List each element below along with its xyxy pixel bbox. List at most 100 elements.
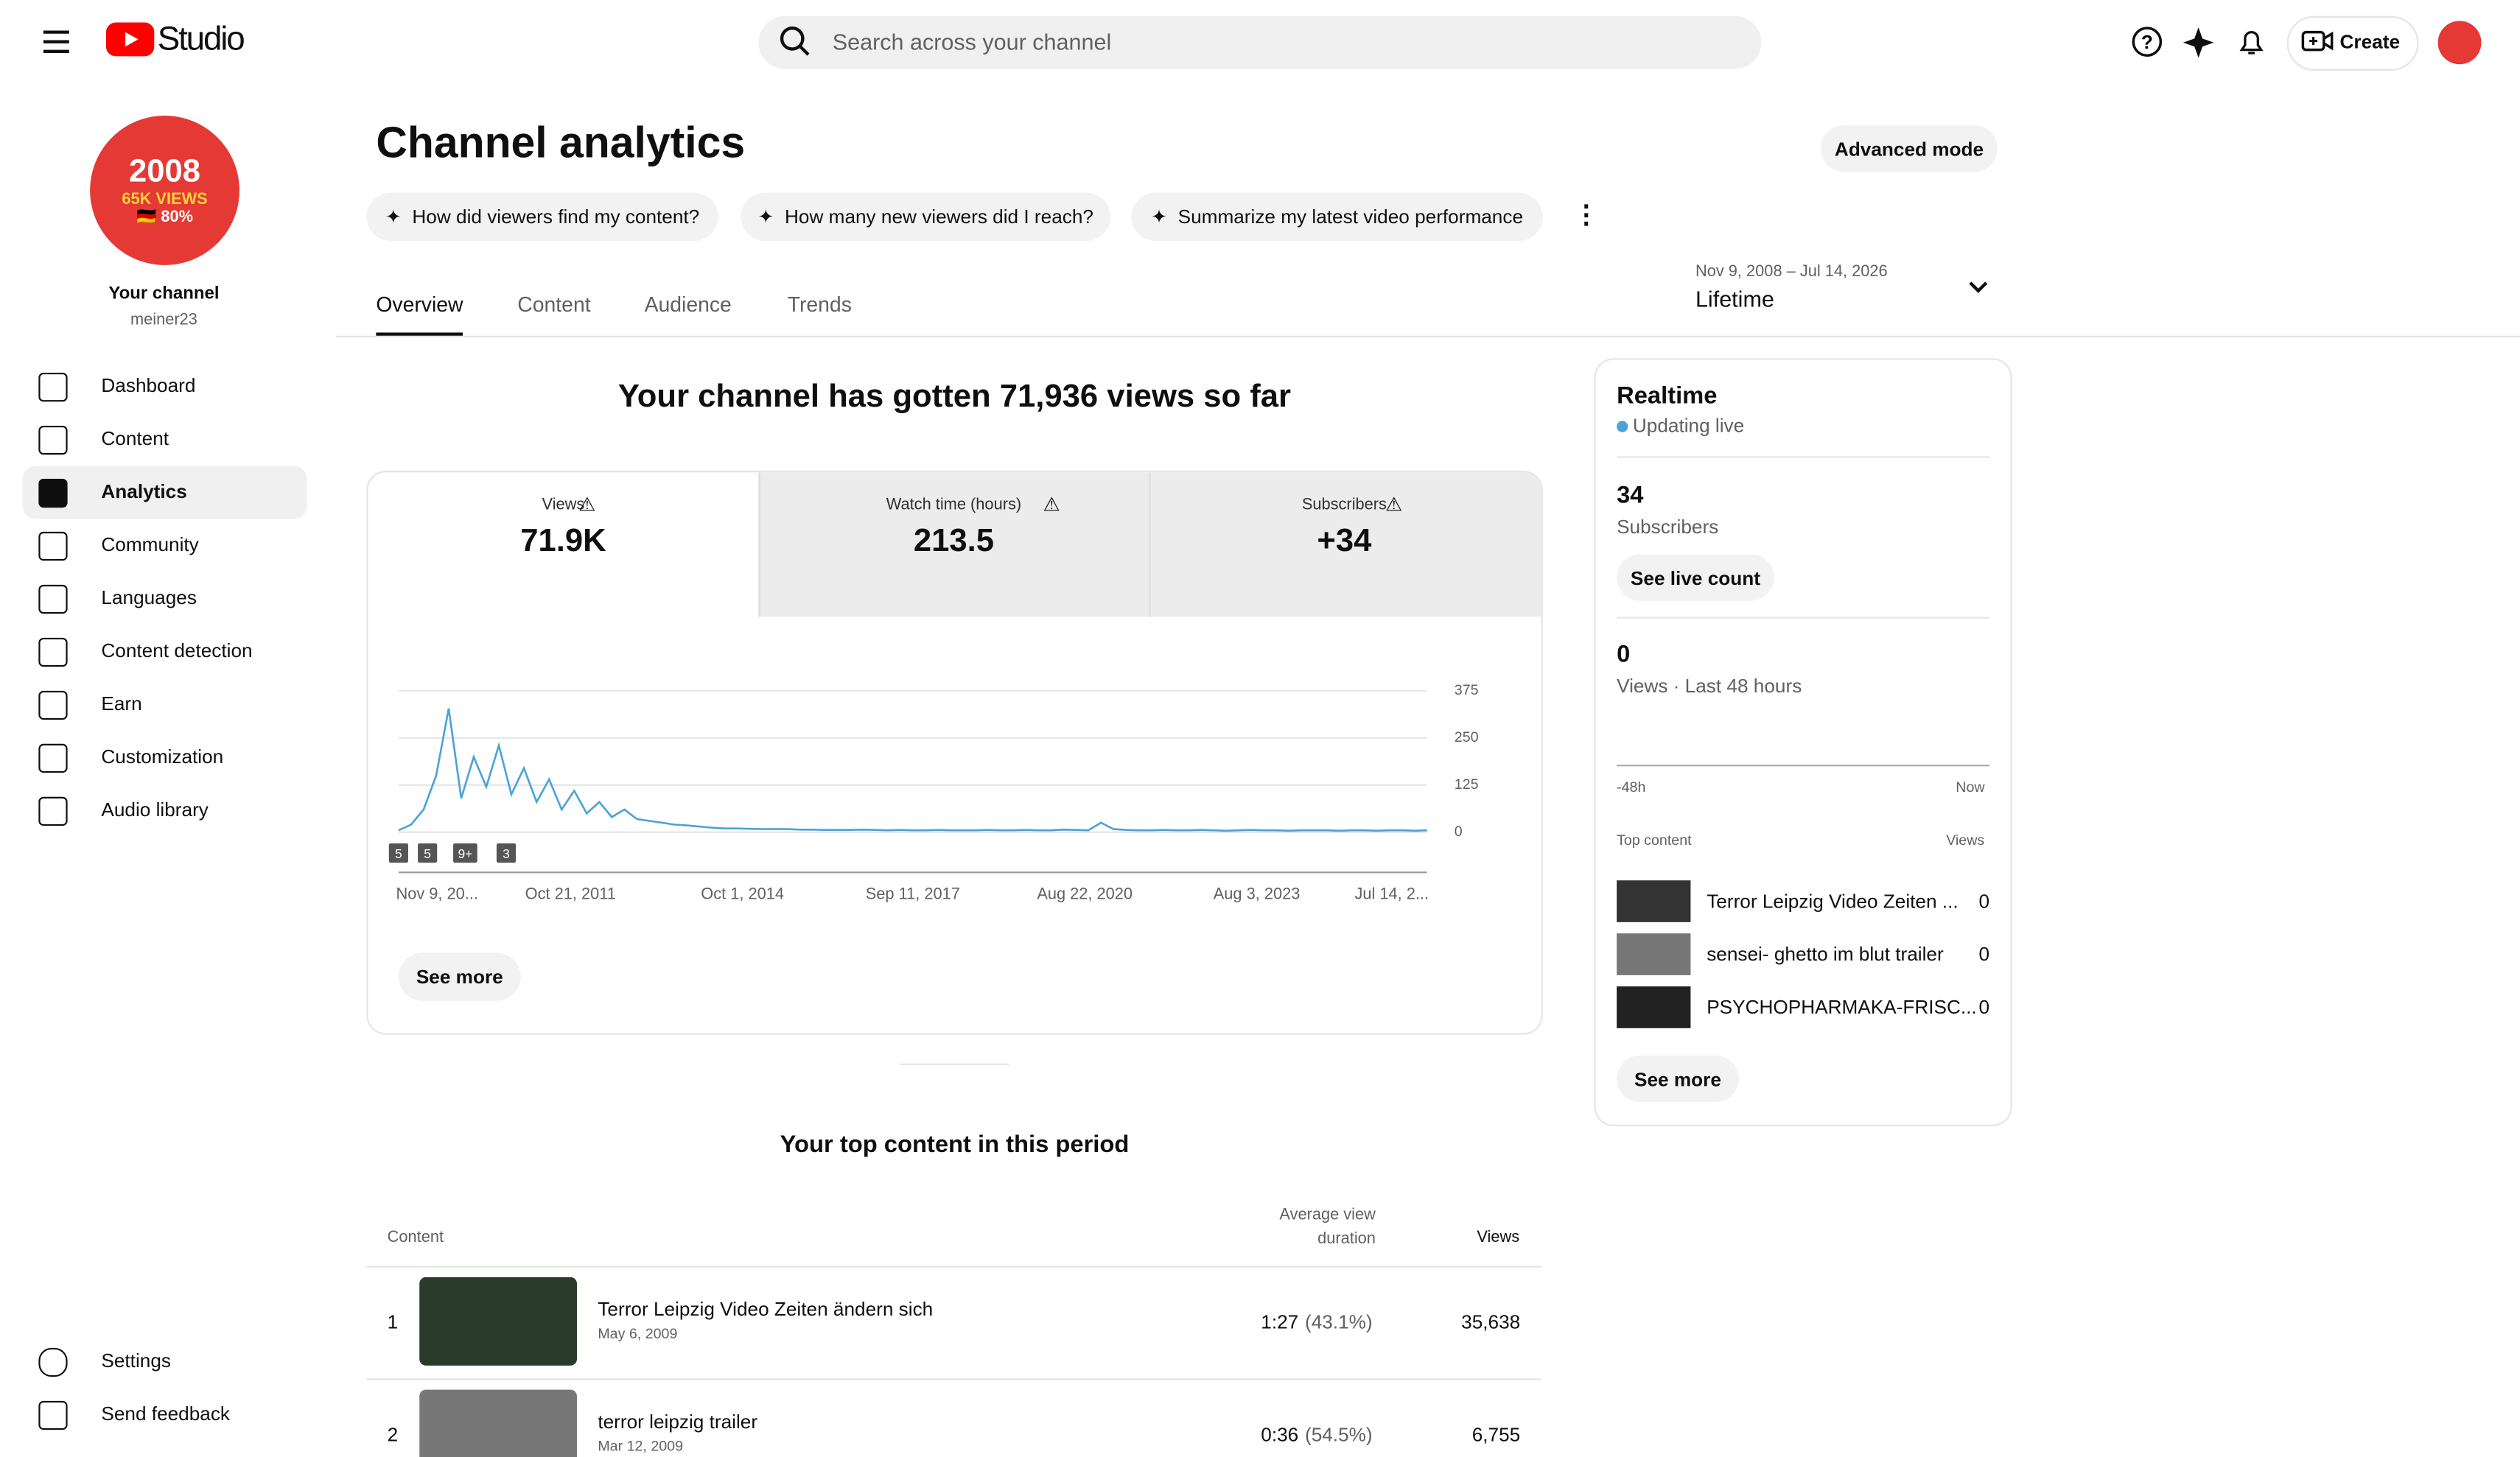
nav-icon[interactable] [38, 690, 68, 720]
headline: Your channel has gotten 71,936 views so … [617, 379, 1292, 415]
row-percent: (54.5%) [1304, 1423, 1373, 1446]
nav-icon[interactable] [38, 372, 68, 402]
nav-item[interactable]: Send feedback [101, 1402, 231, 1425]
thumbnail[interactable] [419, 1277, 577, 1366]
header-icons[interactable]: ? [2131, 26, 2275, 61]
table-header: Average view duration [1279, 1206, 1376, 1249]
metric-warning: ⚠ [1385, 493, 1403, 516]
nav-icon[interactable] [38, 584, 68, 614]
account-avatar[interactable] [2437, 21, 2482, 65]
channel-avatar[interactable]: 2008 65K VIEWS 🇩🇪 80% [90, 116, 239, 265]
nav-icon[interactable] [38, 425, 68, 455]
chart-card: Views ⚠ 71.9K Watch time (hours) ⚠ 213.5 Subsc… [366, 471, 1543, 1035]
nav-icon[interactable] [38, 796, 68, 826]
nav-icon[interactable] [38, 1347, 68, 1377]
more-icon[interactable]: ⋮ [1573, 202, 1600, 230]
annotation-box [388, 843, 408, 863]
row-rank: 1 [387, 1310, 399, 1334]
channel-label: Your channel [108, 284, 220, 304]
advanced-mode-button[interactable]: Advanced mode [1821, 125, 1998, 172]
create-button[interactable] [2286, 15, 2419, 71]
rt-title[interactable]: Terror Leipzig Video Zeiten ... [1707, 890, 1959, 913]
prompt-chip[interactable]: ✦ How many new viewers did I reach? [741, 192, 1111, 242]
date-range[interactable]: Nov 9, 2008 – Jul 14, 2026 [1695, 263, 1888, 281]
rt-views: 0 [1978, 890, 1990, 913]
tab[interactable]: Trends [787, 292, 852, 317]
nav-icon[interactable] [38, 743, 68, 773]
nav-item[interactable]: Dashboard [101, 374, 196, 397]
tab[interactable]: Audience [644, 292, 732, 317]
realtime-status: Updating live [1632, 414, 1745, 438]
views-value: 0 [1617, 641, 1631, 669]
see-more-button[interactable]: See more [398, 952, 521, 1001]
annotation-box [453, 843, 477, 863]
create-icon[interactable] [2301, 29, 2334, 53]
nav-item[interactable]: Analytics [101, 480, 187, 503]
chip-icon: ✦ [757, 206, 785, 228]
annotation-box [496, 843, 517, 863]
metric-label: Views [542, 496, 585, 514]
thumbnail[interactable] [419, 1389, 577, 1457]
prompt-chip[interactable]: ✦ Summarize my latest video performance [1131, 192, 1543, 242]
nav-item[interactable]: Content detection [101, 639, 253, 662]
views-label: Views · Last 48 hours [1617, 675, 1802, 698]
rt-thumbnail[interactable] [1617, 880, 1691, 922]
row-title[interactable]: terror leipzig trailer [598, 1410, 758, 1433]
metric-value: 71.9K [520, 524, 606, 559]
prompt-chip[interactable]: ✦ How did viewers find my content? [366, 192, 718, 242]
divider [1617, 456, 1990, 458]
row-views: 6,755 [1471, 1423, 1521, 1446]
see-more-button[interactable]: See more [1617, 1055, 1739, 1103]
annotation: 9+ [458, 846, 472, 861]
nav-item[interactable]: Settings [101, 1349, 171, 1372]
table-header: Views [1477, 1229, 1520, 1247]
search-placeholder[interactable]: Search across your channel [832, 29, 1112, 55]
rt-title[interactable]: sensei- ghetto im blut trailer [1707, 943, 1944, 966]
period[interactable]: Lifetime [1695, 286, 1774, 312]
tab[interactable]: Content [517, 292, 591, 317]
x-tick-label: Sep 11, 2017 [866, 885, 960, 903]
row-rank: 2 [387, 1423, 399, 1446]
nav-item[interactable]: Audio library [101, 798, 209, 821]
nav-icon[interactable] [38, 531, 68, 561]
nav-item[interactable]: Content [101, 427, 169, 450]
rt-thumbnail[interactable] [1617, 986, 1691, 1028]
x-tick-label: Nov 9, 20... [396, 885, 477, 903]
avatar-line: 2008 [129, 154, 201, 190]
divider [335, 335, 2520, 338]
logo-icon[interactable] [105, 22, 155, 58]
chip-text[interactable]: How many new viewers did I reach? [785, 206, 1093, 228]
chip-text[interactable]: Summarize my latest video performance [1177, 206, 1524, 228]
menu-icon[interactable] [42, 29, 71, 55]
tab[interactable]: Overview [376, 292, 463, 317]
nav-icon[interactable] [38, 478, 68, 508]
nav-item[interactable]: Earn [101, 692, 142, 715]
dropdown-icon[interactable] [1967, 279, 1990, 295]
nav-active-bg [22, 466, 307, 519]
rt-views: 0 [1978, 943, 1990, 966]
axis-label: Now [1956, 779, 1985, 796]
chip-text[interactable]: How did viewers find my content? [412, 206, 700, 228]
live-count-button[interactable]: See live count [1617, 554, 1774, 601]
subs-label: Subscribers [1617, 516, 1719, 538]
data-line [398, 708, 1427, 832]
nav-icon[interactable] [38, 637, 68, 667]
row-views: 35,638 [1461, 1310, 1521, 1334]
rt-title[interactable]: PSYCHOPHARMAKA-FRISC... [1707, 996, 1977, 1019]
metric-label: Subscribers [1301, 496, 1387, 514]
y-tick-label: 0 [1455, 824, 1463, 840]
search-icon[interactable] [780, 26, 812, 58]
nav-item[interactable]: Customization [101, 745, 224, 768]
metric-sep [1149, 472, 1151, 617]
logo-text[interactable]: Studio [157, 21, 245, 58]
row-title[interactable]: Terror Leipzig Video Zeiten ändern sich [598, 1298, 934, 1321]
nav-icon[interactable] [38, 1400, 68, 1430]
metric-warning: ⚠ [1043, 493, 1060, 516]
rt-thumbnail[interactable] [1617, 933, 1691, 975]
create-label[interactable]: Create [2339, 30, 2401, 53]
nav-item[interactable]: Languages [101, 586, 197, 609]
y-tick-label: 125 [1455, 776, 1479, 793]
nav-item[interactable]: Community [101, 533, 199, 556]
search-box[interactable] [758, 15, 1762, 69]
